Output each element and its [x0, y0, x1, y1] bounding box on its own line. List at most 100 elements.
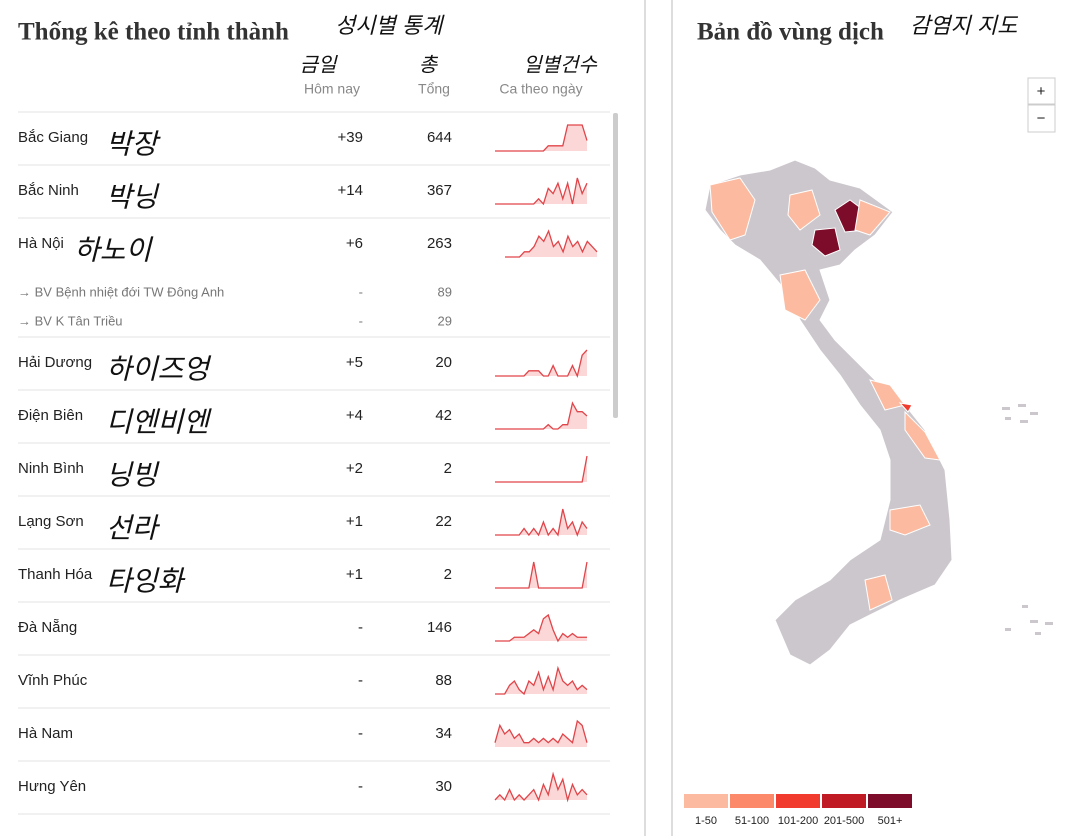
row-name: Hà Nam [18, 725, 73, 742]
right-title: Bản đồ vùng dịch [697, 19, 884, 46]
province [889, 504, 931, 536]
sparkline-area [495, 350, 587, 376]
province [787, 189, 821, 231]
header-note: 금일 [300, 54, 338, 76]
province [854, 199, 891, 236]
province [898, 402, 913, 413]
header-label: Hôm nay [304, 81, 360, 97]
map [704, 159, 1053, 666]
row-note: 닝빙 [106, 459, 160, 490]
row-name: Ninh Bình [18, 460, 84, 477]
province [864, 574, 893, 611]
province [709, 177, 756, 241]
today: - [358, 619, 363, 636]
row-note: 선라 [106, 512, 161, 543]
legend-swatch [868, 794, 912, 808]
province [779, 269, 821, 321]
zoom-out-button[interactable] [1027, 104, 1056, 133]
total: 42 [435, 407, 452, 424]
row-note: 하이즈엉 [106, 353, 212, 384]
today: - [358, 672, 363, 689]
islands [1002, 404, 1053, 635]
legend-swatch [684, 794, 728, 808]
row-name: Hà Nội [18, 235, 64, 252]
total: 89 [438, 284, 452, 299]
total: 367 [427, 182, 452, 199]
today: +1 [346, 513, 363, 530]
scrollbar[interactable] [613, 113, 618, 418]
sparkline [495, 613, 587, 643]
header-note: 일별건수 [523, 54, 597, 76]
sparkline-area [495, 774, 587, 800]
sparkline [494, 771, 588, 803]
sparkline [495, 561, 588, 589]
total: 2 [444, 460, 452, 477]
total: 2 [444, 566, 452, 583]
legend-swatch [730, 794, 774, 808]
row-name: Đà Nẵng [18, 619, 77, 636]
legend-label: 101-200 [778, 815, 818, 827]
total: 88 [435, 672, 452, 689]
left-title: Thống kê theo tỉnh thành [18, 19, 289, 46]
sparkline-area [505, 231, 597, 257]
total: 263 [427, 235, 452, 252]
legend-label: 1-50 [695, 815, 717, 827]
row-name: Bắc Ninh [18, 182, 79, 199]
header-note: 총 [419, 54, 439, 76]
row-name: Hưng Yên [18, 778, 86, 795]
today: - [359, 284, 363, 299]
row-name: Thanh Hóa [18, 566, 93, 583]
row-name: Điện Biên [18, 407, 83, 424]
country [704, 159, 953, 666]
sparkline [495, 508, 588, 537]
legend-swatch [776, 794, 820, 808]
today: +2 [346, 460, 363, 477]
row-name: Vĩnh Phúc [18, 672, 88, 689]
legend-label: 201-500 [824, 815, 864, 827]
total: 29 [438, 313, 452, 328]
row-note: 하노이 [74, 234, 154, 265]
total: 34 [435, 725, 452, 742]
today: +39 [338, 129, 363, 146]
total: 20 [435, 354, 452, 371]
today: +6 [346, 235, 363, 252]
today: +5 [346, 354, 363, 371]
zoom-out[interactable]: − [1037, 110, 1046, 127]
row-note: 박장 [106, 128, 161, 159]
sparkline [494, 719, 588, 744]
header-label: Ca theo ngày [499, 81, 582, 97]
legend-label: 501+ [878, 815, 903, 827]
zoom-in-button[interactable] [1027, 77, 1056, 105]
total: 22 [435, 513, 452, 530]
total: 644 [427, 129, 452, 146]
title-note: 감염지 지도 [910, 13, 1019, 38]
sparkline-area [495, 456, 587, 482]
today: - [358, 725, 363, 742]
header-label: Tổng [418, 81, 450, 97]
province [904, 410, 941, 461]
row-note: 타잉화 [106, 565, 186, 596]
sparkline-area [495, 403, 587, 429]
sparkline-area [495, 125, 587, 151]
sparkline [495, 455, 588, 483]
sparkline [495, 401, 588, 430]
today: +14 [338, 182, 363, 199]
today: +1 [346, 566, 363, 583]
sparkline [495, 349, 588, 378]
total: 146 [427, 619, 452, 636]
sparkline [495, 665, 588, 696]
total: 30 [435, 778, 452, 795]
province [811, 227, 841, 257]
sub-row-name: → BV Bệnh nhiệt đới TW Đông Anh [18, 284, 224, 299]
sparkline-area [495, 509, 587, 535]
legend-label: 51-100 [735, 815, 769, 827]
sparkline-area [495, 178, 587, 204]
sub-row-name: → BV K Tân Triều [18, 313, 123, 328]
title-note: 성시별 통계 [335, 13, 445, 38]
sparkline-area [495, 721, 587, 747]
row-note: 박닝 [106, 181, 160, 212]
row-name: Bắc Giang [18, 129, 88, 146]
sparkline [495, 177, 588, 206]
zoom-in[interactable]: + [1037, 83, 1046, 100]
